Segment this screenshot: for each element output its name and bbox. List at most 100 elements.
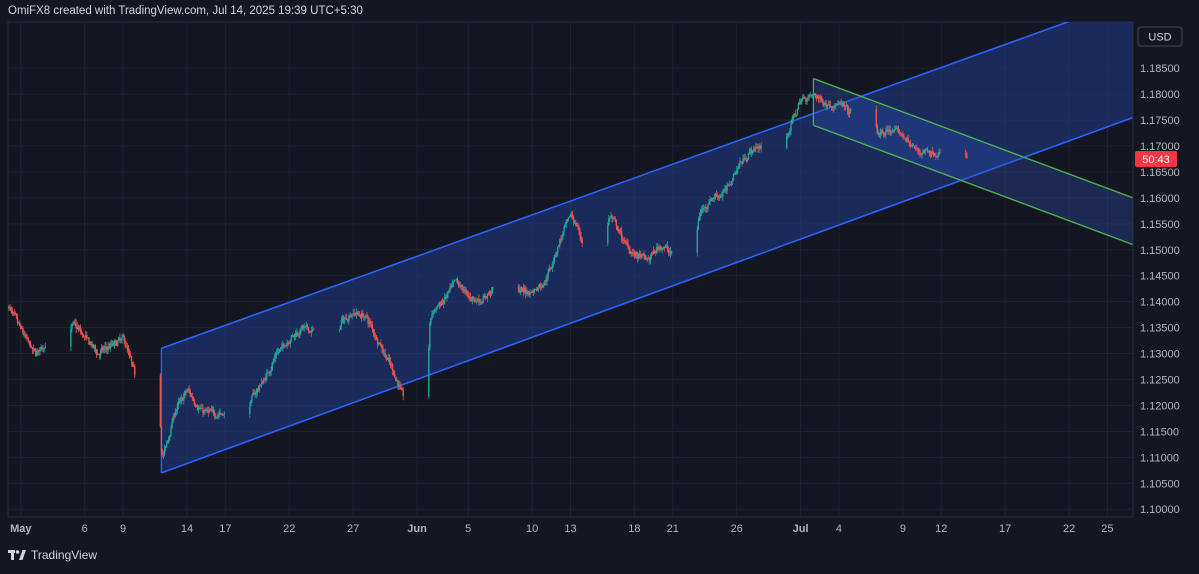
candle-body xyxy=(835,104,837,107)
candle-body xyxy=(711,197,713,201)
candle-body xyxy=(825,103,827,108)
candle-body xyxy=(816,96,819,99)
candle-body xyxy=(366,314,368,317)
candle-body xyxy=(89,342,91,345)
candle-body xyxy=(25,335,27,338)
candle-body xyxy=(167,440,169,443)
candle-body xyxy=(821,99,823,101)
candle-body xyxy=(352,313,354,315)
candle-body xyxy=(113,340,116,346)
candle-body xyxy=(661,248,663,250)
candle-body xyxy=(383,352,385,354)
candle-body xyxy=(490,289,493,294)
candle-body xyxy=(338,329,341,331)
candle-body xyxy=(88,337,90,345)
candle-body xyxy=(343,319,346,322)
candle-body xyxy=(375,336,378,340)
candle-body xyxy=(559,239,561,246)
candle-body xyxy=(298,334,300,336)
candle-body xyxy=(396,380,398,382)
candle-body xyxy=(901,133,903,135)
candle-body xyxy=(658,248,660,249)
candle-body xyxy=(921,153,923,155)
candle-body xyxy=(738,164,740,169)
candle-body xyxy=(73,321,75,323)
candle-body xyxy=(28,341,31,342)
candle-body xyxy=(79,327,82,333)
candle-body xyxy=(180,397,183,401)
candle-body xyxy=(186,391,188,393)
candle-body xyxy=(439,303,442,306)
candle-body xyxy=(623,239,625,242)
candle-body xyxy=(350,316,352,318)
candle-body xyxy=(656,246,658,251)
candle-body xyxy=(849,109,852,112)
candle-body xyxy=(12,312,15,314)
candle-body xyxy=(162,453,165,455)
candle-body xyxy=(791,119,793,125)
candle-body xyxy=(890,131,892,133)
candle-body xyxy=(362,313,364,317)
candle-body xyxy=(629,250,631,254)
candle-body xyxy=(519,290,522,292)
candle-body xyxy=(579,231,581,237)
candle-body xyxy=(273,357,276,362)
candle-body xyxy=(388,357,391,362)
candle-body xyxy=(751,150,754,153)
candle-body xyxy=(217,414,219,417)
candle-body xyxy=(883,133,885,135)
candle-body xyxy=(11,310,13,314)
candle-body xyxy=(577,225,579,228)
candle-body xyxy=(370,323,372,326)
candle-body xyxy=(369,321,371,324)
candle-body xyxy=(197,408,200,410)
candle-body xyxy=(794,113,796,116)
candle-body xyxy=(912,145,915,147)
candle-body xyxy=(966,154,968,158)
candle-body xyxy=(261,382,264,384)
candle-body xyxy=(9,307,11,308)
candle-body xyxy=(748,151,751,154)
candle-body xyxy=(20,325,22,329)
time-tick-label: 13 xyxy=(564,523,576,535)
candle-body xyxy=(544,280,546,286)
candle-body xyxy=(476,301,478,302)
candle-body xyxy=(469,297,472,298)
candle-body xyxy=(517,287,519,289)
candle-body xyxy=(81,333,84,336)
candle-body xyxy=(790,124,792,131)
candle-body xyxy=(561,236,563,240)
candle-body xyxy=(481,302,483,304)
tradingview-footer[interactable]: TradingView xyxy=(8,544,97,566)
candle-body xyxy=(886,129,888,132)
candle-body xyxy=(724,189,726,190)
candle-body xyxy=(697,220,700,230)
candle-body xyxy=(720,195,722,197)
candle-body xyxy=(721,195,723,197)
candle-body xyxy=(932,151,934,154)
candle-body xyxy=(455,279,458,281)
candle-body xyxy=(285,345,287,347)
candle-body xyxy=(572,218,575,224)
candle-body xyxy=(284,345,286,347)
candle-body xyxy=(211,408,214,410)
candle-body xyxy=(433,310,435,312)
candle-body xyxy=(938,152,940,155)
candle-body xyxy=(292,335,295,337)
candle-body xyxy=(251,395,253,401)
candle-body xyxy=(218,414,220,415)
candle-body xyxy=(385,354,387,360)
candle-body xyxy=(216,416,218,418)
candle-body xyxy=(277,351,280,353)
candle-body xyxy=(372,329,375,334)
candle-body xyxy=(924,148,926,153)
candle-body xyxy=(297,332,299,335)
time-tick-label: 25 xyxy=(1101,523,1113,535)
candle-body xyxy=(712,197,714,199)
candle-body xyxy=(795,114,798,116)
candle-body xyxy=(823,104,825,106)
candle-body xyxy=(347,319,349,322)
candle-body xyxy=(78,327,81,330)
